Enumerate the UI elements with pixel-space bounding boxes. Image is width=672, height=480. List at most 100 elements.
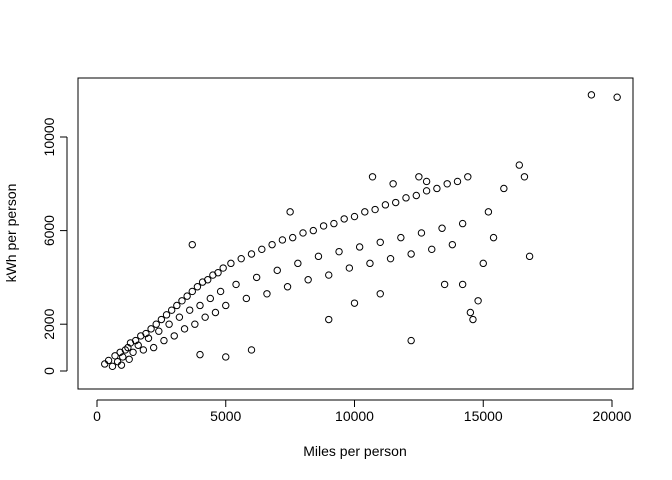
data-point [227, 259, 235, 268]
x-tick-label: 0 [93, 408, 101, 424]
data-point [309, 226, 317, 235]
data-point [113, 357, 122, 366]
x-tick-label: 20000 [593, 408, 632, 424]
data-point [350, 299, 359, 307]
data-point [443, 180, 451, 188]
data-point [222, 353, 230, 361]
data-point [440, 280, 449, 289]
data-point [147, 325, 155, 333]
data-point [173, 301, 181, 310]
data-point [412, 191, 420, 200]
data-point [304, 276, 312, 284]
data-point [188, 287, 196, 296]
data-point [458, 280, 467, 289]
data-point [433, 184, 441, 193]
data-point [170, 332, 178, 340]
data-point [247, 346, 256, 354]
data-point [345, 264, 354, 272]
data-point [286, 208, 294, 216]
data-point [386, 254, 395, 263]
data-point [204, 276, 212, 284]
data-point [422, 187, 431, 195]
data-point [206, 294, 215, 303]
data-point [355, 243, 364, 251]
data-point [152, 320, 160, 328]
data-point [407, 336, 415, 345]
data-point [278, 236, 287, 244]
data-point [180, 325, 189, 333]
data-point [381, 201, 390, 209]
data-point [335, 247, 343, 256]
data-point [263, 290, 271, 298]
data-point [160, 336, 168, 345]
data-point [175, 313, 184, 321]
data-point [525, 252, 534, 261]
data-point [273, 266, 281, 275]
data-point [520, 173, 529, 181]
data-point [350, 212, 359, 221]
data-point [376, 290, 384, 298]
data-point [211, 308, 220, 317]
data-point [402, 194, 410, 202]
data-point [149, 343, 158, 352]
data-point [361, 208, 369, 216]
data-point [108, 362, 117, 371]
data-point [232, 280, 240, 289]
points-layer [101, 91, 621, 371]
data-point [193, 283, 202, 291]
data-point [289, 233, 297, 242]
data-point [474, 297, 482, 305]
data-point [453, 177, 462, 186]
data-point [178, 297, 186, 305]
data-point [469, 315, 477, 324]
data-point [448, 240, 457, 249]
data-point [129, 348, 137, 356]
data-point [188, 240, 196, 249]
data-point [247, 250, 256, 258]
data-point [325, 271, 333, 279]
data-point [587, 91, 596, 99]
data-point [484, 208, 493, 216]
data-point [319, 222, 328, 230]
data-point [201, 313, 209, 321]
data-point [479, 259, 487, 268]
data-point [119, 353, 127, 361]
data-point [117, 361, 126, 369]
data-point [422, 177, 431, 186]
data-point [340, 215, 348, 223]
data-point [438, 224, 446, 232]
data-point [191, 320, 199, 328]
data-point [417, 229, 426, 237]
data-point [466, 308, 475, 317]
data-point [515, 161, 523, 169]
y-tick-label: 6000 [41, 215, 57, 246]
data-point [183, 292, 191, 300]
data-point [489, 233, 498, 242]
data-point [134, 341, 142, 349]
y-tick-label: 10000 [41, 117, 57, 156]
data-point [196, 350, 204, 359]
x-tick-label: 10000 [335, 408, 374, 424]
data-point [464, 173, 472, 181]
data-point [325, 315, 333, 324]
data-point [397, 233, 405, 242]
data-point [222, 301, 230, 310]
data-point [219, 264, 227, 272]
data-point [157, 315, 166, 324]
data-point [125, 355, 133, 363]
data-point [155, 327, 163, 335]
data-point [216, 287, 225, 296]
data-point [314, 252, 323, 261]
data-point [500, 184, 508, 193]
data-point [389, 180, 397, 188]
data-point [165, 320, 173, 328]
data-point [330, 219, 338, 228]
data-point [101, 360, 109, 368]
data-point [371, 205, 379, 214]
data-point [407, 250, 415, 258]
data-point [196, 301, 204, 310]
data-point [144, 334, 153, 342]
data-point [121, 346, 130, 354]
x-tick-label: 5000 [210, 408, 241, 424]
